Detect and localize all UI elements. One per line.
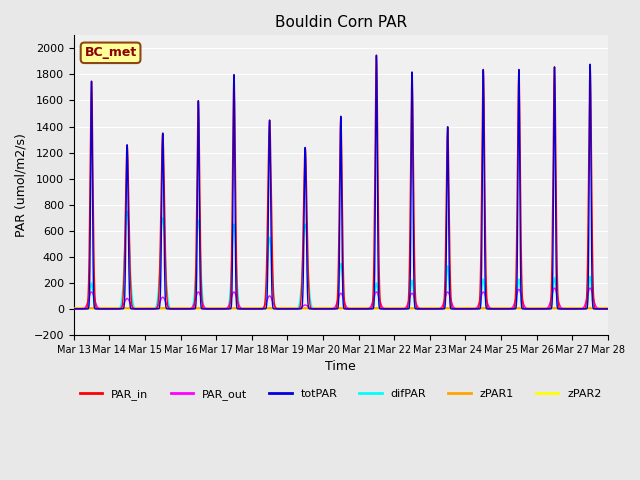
Text: BC_met: BC_met [84,46,137,60]
Y-axis label: PAR (umol/m2/s): PAR (umol/m2/s) [15,133,28,237]
X-axis label: Time: Time [326,360,356,373]
Title: Bouldin Corn PAR: Bouldin Corn PAR [275,15,407,30]
Legend: PAR_in, PAR_out, totPAR, difPAR, zPAR1, zPAR2: PAR_in, PAR_out, totPAR, difPAR, zPAR1, … [76,384,606,404]
